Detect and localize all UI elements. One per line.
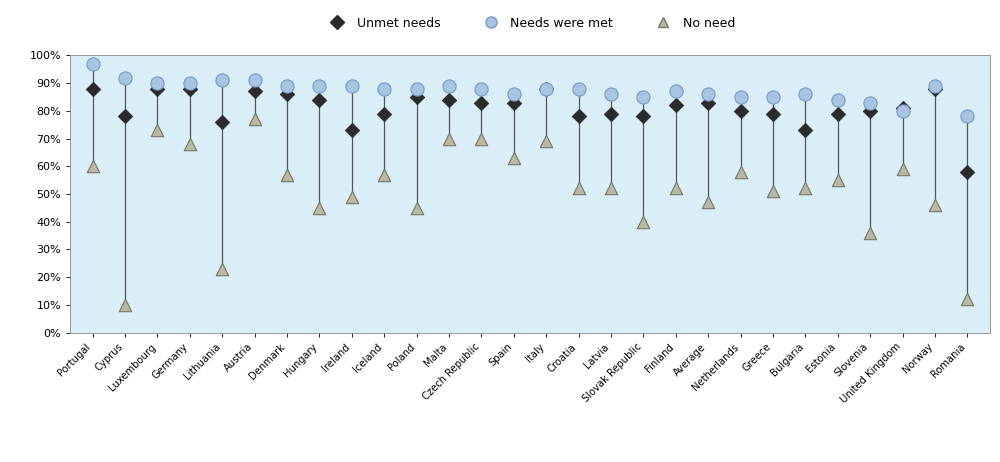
Point — [214, 265, 230, 273]
Point — [149, 127, 165, 134]
Point — [603, 185, 619, 192]
Point — [538, 85, 554, 92]
Point — [830, 96, 846, 103]
Point — [927, 201, 943, 209]
Point — [344, 193, 360, 201]
Point — [959, 113, 975, 120]
Point — [85, 163, 101, 170]
Point — [311, 96, 327, 103]
Point — [506, 91, 522, 98]
Point — [571, 113, 587, 120]
Point — [344, 82, 360, 90]
Point — [862, 229, 878, 237]
Point — [311, 204, 327, 212]
Point — [279, 82, 295, 90]
Point — [506, 154, 522, 162]
Point — [409, 85, 425, 92]
Point — [571, 185, 587, 192]
Point — [862, 107, 878, 115]
Point — [182, 140, 198, 148]
Point — [862, 99, 878, 106]
Point — [830, 176, 846, 184]
Point — [668, 102, 684, 109]
Point — [927, 85, 943, 92]
Point — [247, 116, 263, 123]
Point — [376, 171, 392, 178]
Point — [85, 85, 101, 92]
Point — [441, 96, 457, 103]
Point — [571, 85, 587, 92]
Point — [765, 188, 781, 195]
Point — [279, 91, 295, 98]
Point — [635, 113, 651, 120]
Point — [247, 88, 263, 95]
Point — [441, 135, 457, 142]
Point — [830, 110, 846, 117]
Point — [700, 91, 716, 98]
Point — [117, 113, 133, 120]
Point — [927, 82, 943, 90]
Point — [409, 204, 425, 212]
Point — [733, 93, 749, 101]
Point — [149, 85, 165, 92]
Point — [473, 99, 489, 106]
Point — [441, 82, 457, 90]
Point — [117, 74, 133, 81]
Point — [895, 165, 911, 173]
Point — [214, 118, 230, 126]
Point — [473, 135, 489, 142]
Point — [376, 110, 392, 117]
Legend: Unmet needs, Needs were met, No need: Unmet needs, Needs were met, No need — [319, 12, 741, 35]
Point — [797, 91, 813, 98]
Point — [700, 199, 716, 206]
Point — [149, 79, 165, 87]
Point — [182, 79, 198, 87]
Point — [85, 60, 101, 67]
Point — [733, 107, 749, 115]
Point — [214, 77, 230, 84]
Point — [279, 171, 295, 178]
Point — [765, 110, 781, 117]
Point — [668, 185, 684, 192]
Point — [603, 110, 619, 117]
Point — [635, 218, 651, 225]
Point — [797, 127, 813, 134]
Point — [538, 85, 554, 92]
Point — [668, 88, 684, 95]
Point — [700, 99, 716, 106]
Point — [635, 93, 651, 101]
Point — [603, 91, 619, 98]
Point — [506, 99, 522, 106]
Point — [895, 107, 911, 115]
Point — [344, 127, 360, 134]
Point — [797, 185, 813, 192]
Point — [765, 93, 781, 101]
Point — [473, 85, 489, 92]
Point — [409, 93, 425, 101]
Point — [247, 77, 263, 84]
Point — [733, 168, 749, 176]
Point — [959, 168, 975, 176]
Point — [959, 296, 975, 303]
Point — [538, 138, 554, 145]
Point — [182, 85, 198, 92]
Point — [895, 104, 911, 112]
Point — [376, 85, 392, 92]
Point — [311, 82, 327, 90]
Point — [117, 301, 133, 309]
